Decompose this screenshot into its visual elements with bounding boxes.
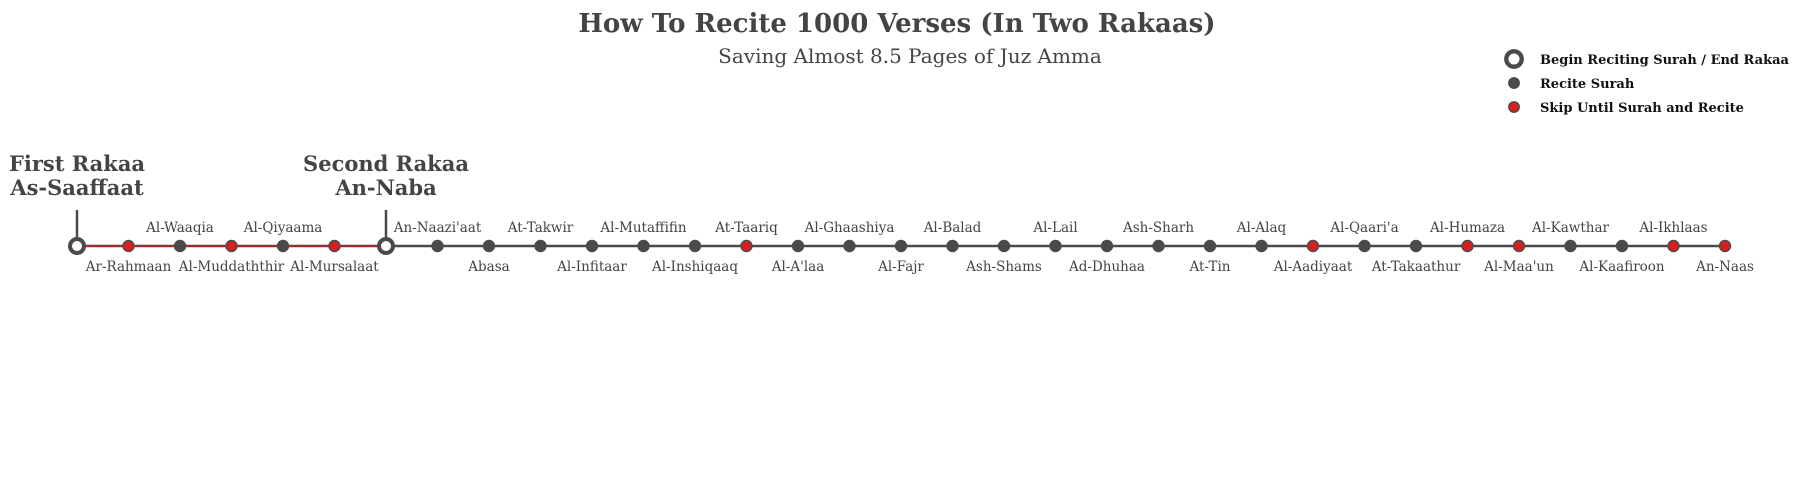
rakaa-title: First Rakaa xyxy=(9,151,145,176)
surah-label: Al-Aadiyaat xyxy=(1273,259,1353,275)
legend-marker xyxy=(1504,49,1524,69)
legend-marker xyxy=(1508,101,1520,113)
surah-marker xyxy=(1461,239,1474,253)
surah-marker xyxy=(946,239,959,253)
surah-marker xyxy=(1100,239,1114,253)
surah-label: Al-Inshiqaaq xyxy=(651,259,738,275)
surah-marker xyxy=(431,239,444,253)
surah-marker xyxy=(1306,239,1320,253)
surah-marker xyxy=(173,239,187,253)
surah-label: Abasa xyxy=(467,259,509,275)
surah-label: Al-Maa'un xyxy=(1483,259,1554,275)
surah-label: Al-Infitaar xyxy=(556,259,627,275)
surah-marker xyxy=(1049,239,1062,253)
legend-label: Recite Surah xyxy=(1540,77,1635,92)
surah-label: Al-Lail xyxy=(1032,220,1077,236)
surah-label: Al-Humaza xyxy=(1429,220,1505,236)
surah-label: Al-Balad xyxy=(923,220,982,236)
surah-marker xyxy=(122,239,135,253)
rakaa-title: Second Rakaa xyxy=(303,151,469,176)
surah-marker xyxy=(1564,239,1577,253)
surah-marker xyxy=(585,239,599,253)
legend-label: Skip Until Surah and Recite xyxy=(1540,101,1744,116)
surah-marker xyxy=(328,239,341,253)
surah-marker xyxy=(1667,239,1680,253)
surah-label: Al-Kawthar xyxy=(1531,220,1609,236)
surah-marker xyxy=(1512,239,1526,253)
surah-label: Al-Ghaashiya xyxy=(804,220,895,236)
surah-label: Al-Mutaffifin xyxy=(599,220,687,236)
surah-marker xyxy=(1718,239,1732,253)
surah-marker xyxy=(843,239,856,253)
surah-label: Al-Qaari'a xyxy=(1329,220,1398,236)
surah-marker xyxy=(1203,239,1217,253)
legend: Begin Reciting Surah / End Rakaa Recite S… xyxy=(1504,49,1790,116)
surah-label: Al-Muddaththir xyxy=(178,259,285,275)
title: How To Recite 1000 Verses (In Two Rakaas… xyxy=(578,9,1215,39)
surah-label: At-Taariq xyxy=(714,220,778,236)
surah-marker xyxy=(482,239,496,253)
surah-label: Al-Waaqia xyxy=(145,220,214,236)
surah-label: Ar-Rahmaan xyxy=(85,259,172,275)
surah-label: Al-A'laa xyxy=(771,259,825,275)
surah-label: Al-Ikhlaas xyxy=(1638,220,1707,236)
surah-label: At-Tin xyxy=(1188,259,1230,275)
legend-label: Begin Reciting Surah / End Rakaa xyxy=(1540,53,1790,68)
surah-label: Al-Kaafiroon xyxy=(1578,259,1665,275)
subtitle: Saving Almost 8.5 Pages of Juz Amma xyxy=(718,44,1102,68)
rakaa-start-marker xyxy=(68,237,86,255)
surah-marker xyxy=(894,239,908,253)
surah-marker xyxy=(1255,239,1268,253)
surah-marker xyxy=(740,239,753,253)
surah-marker xyxy=(1152,239,1165,253)
surah-label: At-Takwir xyxy=(507,220,574,236)
surah-label: An-Naas xyxy=(1695,259,1754,275)
legend-marker xyxy=(1508,77,1520,89)
surah-marker xyxy=(276,239,290,253)
surah-marker xyxy=(688,239,702,253)
surah-label: Al-Qiyaama xyxy=(243,220,323,236)
surah-marker xyxy=(1409,239,1423,253)
rakaa-surah: An-Naba xyxy=(334,175,437,200)
surah-label: Al-Fajr xyxy=(877,259,924,275)
timeline-stops: Ar-Rahmaan Al-Waaqia Al-Muddaththir Al-Qiya… xyxy=(68,220,1754,275)
surah-label: Ad-Dhuhaa xyxy=(1068,259,1145,275)
rakaa-start-marker xyxy=(377,237,395,255)
surah-label: Al-Mursalaat xyxy=(289,259,379,275)
surah-label: Al-Alaq xyxy=(1236,220,1287,236)
surah-label: At-Takaathur xyxy=(1371,259,1461,275)
surah-marker xyxy=(997,239,1011,253)
surah-marker xyxy=(225,239,238,253)
rakaa-surah: As-Saaffaat xyxy=(9,175,144,200)
surah-marker xyxy=(534,239,547,253)
surah-marker xyxy=(1358,239,1371,253)
surah-marker xyxy=(791,239,805,253)
surah-marker xyxy=(1615,239,1629,253)
surah-label: Ash-Shams xyxy=(965,259,1042,275)
surah-label: Ash-Sharh xyxy=(1122,220,1194,236)
surah-label: An-Naazi'aat xyxy=(393,220,482,236)
surah-marker xyxy=(637,239,650,253)
